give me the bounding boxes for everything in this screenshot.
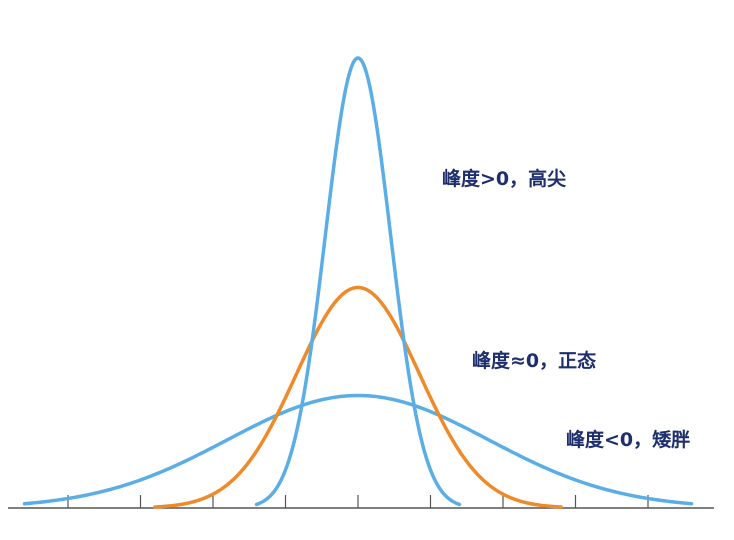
curve-flat xyxy=(22,393,694,506)
curve-normal xyxy=(153,285,563,509)
label-kurtosis-negative: 峰度<0，矮胖 xyxy=(566,429,691,451)
label-kurtosis-positive: 峰度>0，高尖 xyxy=(442,168,567,190)
x-axis xyxy=(8,495,714,509)
curve-high xyxy=(254,56,462,507)
curves xyxy=(22,56,694,509)
label-kurtosis-zero: 峰度≈0，正态 xyxy=(472,350,597,372)
